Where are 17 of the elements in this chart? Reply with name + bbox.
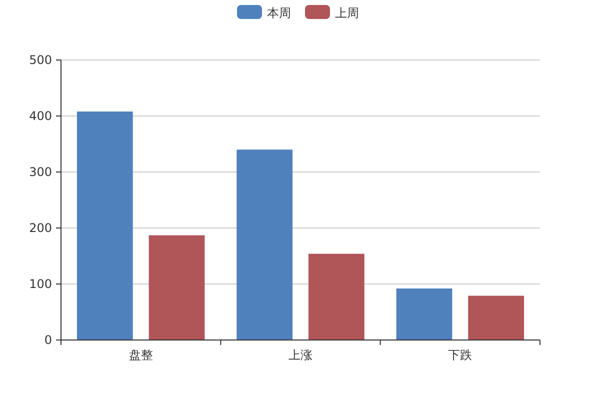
bar <box>468 296 524 340</box>
y-tick-label: 300 <box>29 165 52 179</box>
y-tick-label: 200 <box>29 221 52 235</box>
legend-label: 本周 <box>267 6 291 20</box>
y-tick-label: 500 <box>29 53 52 67</box>
y-tick-label: 400 <box>29 109 52 123</box>
legend-label: 上周 <box>335 6 359 20</box>
y-tick-label: 100 <box>29 277 52 291</box>
bar <box>76 112 133 340</box>
bar <box>396 288 452 340</box>
bar <box>308 254 364 340</box>
x-tick-label: 盘整 <box>128 348 153 362</box>
x-tick-label: 下跌 <box>448 348 472 362</box>
x-tick-label: 上涨 <box>288 348 312 362</box>
bar <box>236 150 293 340</box>
y-tick-label: 0 <box>44 333 52 347</box>
bar <box>148 235 205 340</box>
